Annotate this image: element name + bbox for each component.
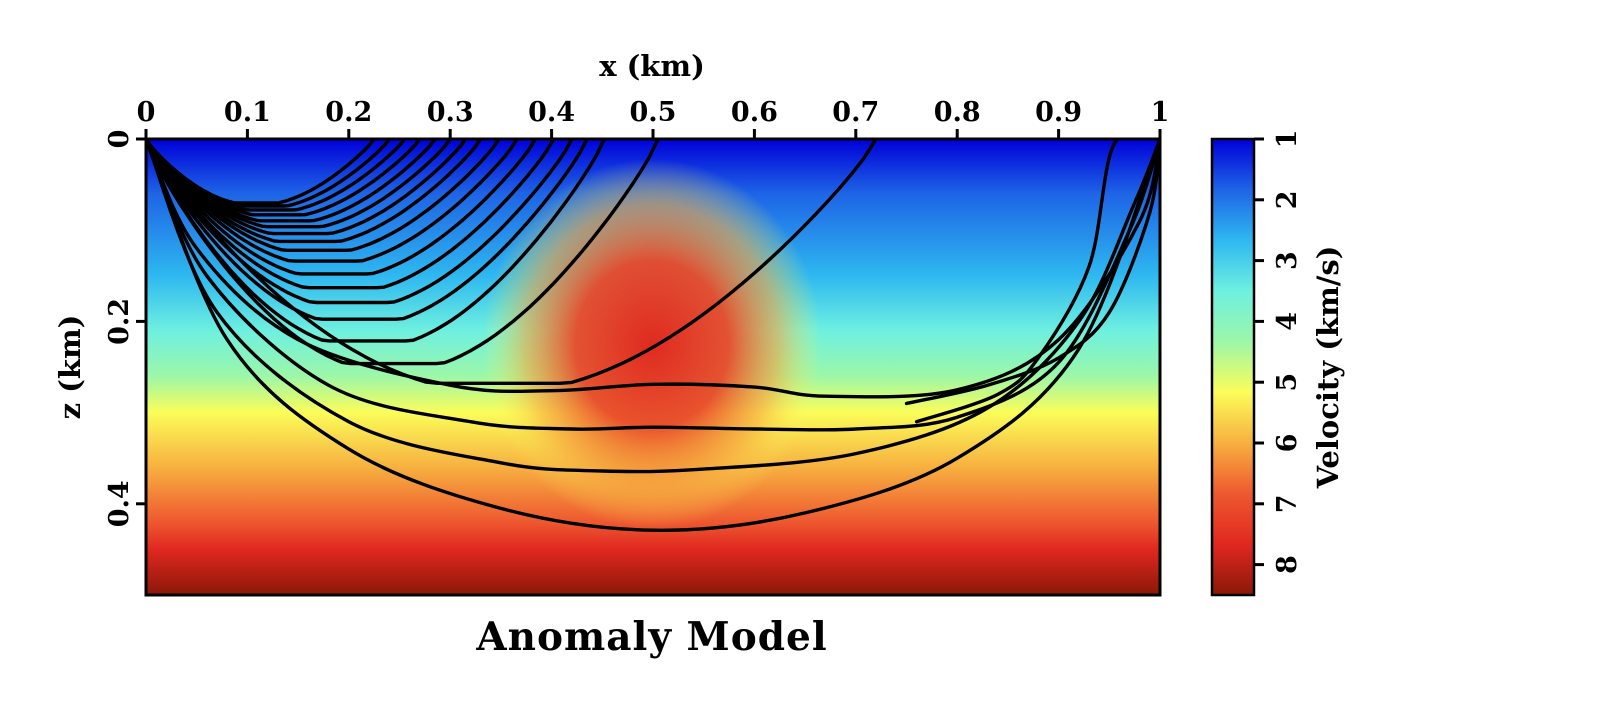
x-tick-label: 0 bbox=[137, 97, 156, 128]
ray-path bbox=[146, 139, 660, 366]
colorbar-ticks: 1 2 3 4 5 6 7 8 bbox=[1254, 130, 1303, 574]
ray-path bbox=[904, 139, 1160, 406]
ray-path bbox=[146, 139, 606, 343]
ray-path bbox=[146, 139, 878, 385]
ray-path bbox=[146, 139, 1160, 532]
ray-path bbox=[146, 139, 1160, 399]
velocity-field bbox=[146, 139, 1160, 595]
z-tick-label: 0 bbox=[104, 130, 135, 149]
x-tick-label: 0.2 bbox=[325, 97, 372, 128]
x-tick-label: 0.8 bbox=[934, 97, 981, 128]
x-tick-label: 0.3 bbox=[427, 97, 474, 128]
colorbar-tick-label: 5 bbox=[1272, 373, 1303, 392]
ray-path bbox=[146, 139, 483, 244]
x-tick-label: 0.5 bbox=[630, 97, 677, 128]
colorbar-tick-label: 1 bbox=[1272, 130, 1303, 149]
z-axis: 0 0.2 0.4 bbox=[104, 130, 146, 527]
x-tick-label: 0.4 bbox=[528, 97, 575, 128]
x-tick-label: 0.6 bbox=[731, 97, 778, 128]
colorbar-tick-label: 6 bbox=[1272, 434, 1303, 453]
ray-path bbox=[146, 139, 468, 236]
colorbar-tick-label: 2 bbox=[1272, 190, 1303, 209]
x-tick-label: 1 bbox=[1151, 97, 1170, 128]
ray-path bbox=[146, 139, 501, 252]
z-tick-label: 0.2 bbox=[104, 298, 135, 345]
x-tick-label: 0.7 bbox=[832, 97, 879, 128]
x-axis-label: x (km) bbox=[599, 49, 705, 83]
colorbar-tick-label: 8 bbox=[1272, 555, 1303, 574]
x-axis: 0 0.1 0.2 0.3 0.4 0.5 0.6 0.7 0.8 0.9 1 bbox=[137, 97, 1170, 139]
ray-path bbox=[914, 139, 1160, 424]
ray-path bbox=[146, 139, 556, 290]
ray-path bbox=[146, 139, 519, 263]
colorbar bbox=[1210, 137, 1256, 597]
ray-paths bbox=[146, 139, 1160, 532]
chart-title: Anomaly Model bbox=[475, 614, 827, 660]
colorbar-tick-label: 4 bbox=[1272, 312, 1303, 331]
z-tick-label: 0.4 bbox=[104, 480, 135, 527]
colorbar-tick-label: 7 bbox=[1272, 494, 1303, 513]
colorbar-label: Velocity (km/s) bbox=[1311, 246, 1345, 490]
ray-path bbox=[146, 139, 538, 276]
velocity-anomaly bbox=[482, 159, 822, 529]
x-tick-label: 0.9 bbox=[1035, 97, 1082, 128]
x-tick-label: 0.1 bbox=[224, 97, 271, 128]
z-axis-label: z (km) bbox=[53, 315, 87, 420]
ray-path bbox=[146, 139, 1160, 474]
ray-path bbox=[146, 139, 589, 321]
colorbar-tick-label: 3 bbox=[1272, 251, 1303, 270]
